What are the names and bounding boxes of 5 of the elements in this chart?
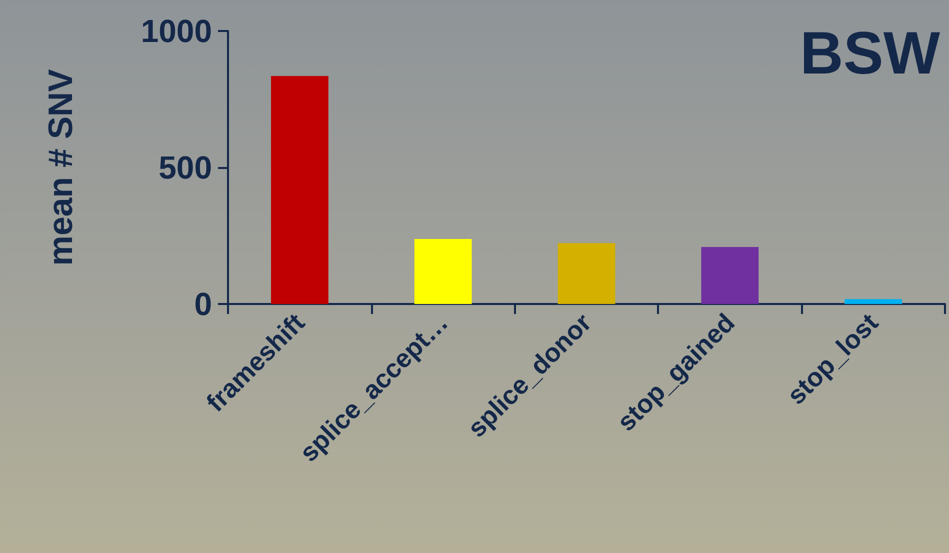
y-tick-label: 0 — [194, 286, 212, 322]
y-tick-label: 1000 — [140, 13, 212, 49]
chart-title: BSW — [800, 20, 940, 86]
y-axis-title: mean # SNV — [42, 68, 80, 266]
y-tick-label: 500 — [158, 150, 212, 186]
